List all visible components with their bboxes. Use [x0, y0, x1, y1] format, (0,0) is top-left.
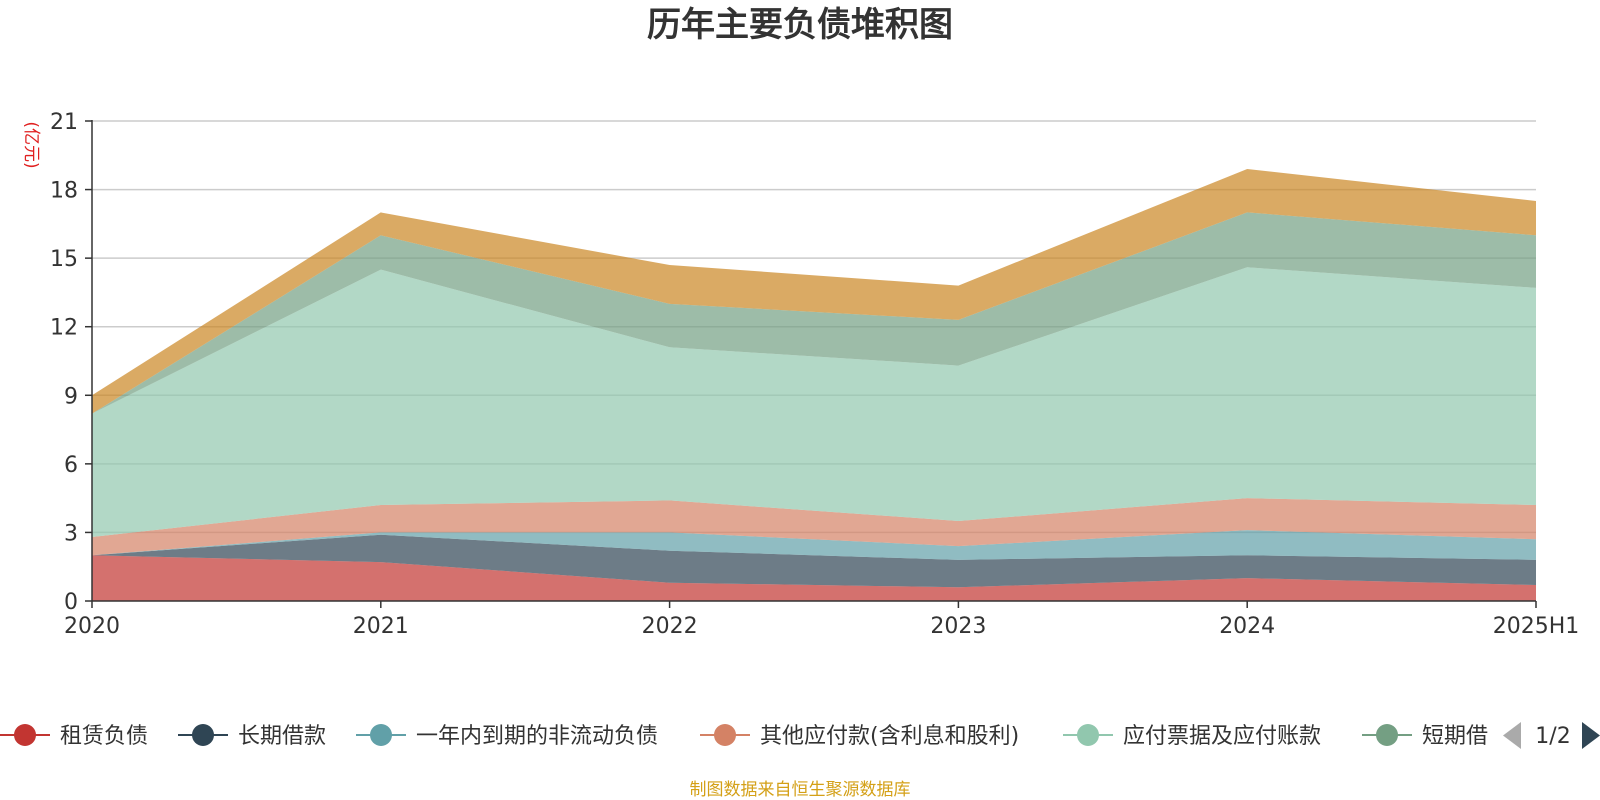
y-tick-label: 21	[50, 110, 78, 135]
y-tick-label: 18	[50, 179, 78, 204]
legend-next-page-icon[interactable]	[1582, 722, 1600, 749]
x-tick-label: 2023	[930, 614, 986, 639]
legend-item[interactable]: 其他应付款(含利息和股利)	[700, 724, 1019, 749]
x-tick-label: 2020	[64, 614, 120, 639]
legend-label: 短期借	[1422, 724, 1488, 749]
legend-label: 一年内到期的非流动负债	[416, 724, 658, 749]
x-tick-label: 2021	[353, 614, 409, 639]
y-tick-label: 3	[64, 521, 78, 546]
area-series-7	[92, 169, 1536, 414]
y-unit-label: (亿元)	[21, 121, 41, 168]
x-tick-label: 2025H1	[1493, 614, 1580, 639]
y-tick-label: 9	[64, 384, 78, 409]
area-series-6	[92, 212, 1536, 414]
area-series-3	[92, 530, 1536, 560]
legend-item[interactable]: 一年内到期的非流动负债	[356, 724, 658, 749]
chart-title: 历年主要负债堆积图	[647, 5, 953, 45]
legend-marker-icon	[714, 724, 736, 746]
legend-label: 其他应付款(含利息和股利)	[760, 724, 1019, 749]
source-note: 制图数据来自恒生聚源数据库	[690, 780, 911, 800]
legend-item[interactable]: 短期借	[1362, 724, 1488, 749]
legend-item[interactable]: 租赁负债	[0, 724, 148, 749]
axes: 0 3 6 9 12 15 18 21 2020 2021 2022 2023 2024 2025H1	[50, 110, 1579, 639]
y-tick-label: 15	[50, 247, 78, 272]
legend-page-indicator: 1/2	[1535, 724, 1570, 749]
legend-prev-page-icon[interactable]	[1503, 722, 1521, 749]
legend-marker-icon	[1077, 724, 1099, 746]
legend-item[interactable]: 应付票据及应付账款	[1063, 724, 1321, 749]
y-tick-label: 12	[50, 316, 78, 341]
legend: 租赁负债 长期借款 一年内到期的非流动负债 其他应付款(含利息和股利) 应付票据及应付账…	[0, 722, 1600, 749]
legend-marker-icon	[1376, 724, 1398, 746]
legend-label: 应付票据及应付账款	[1123, 724, 1321, 749]
x-tick-label: 2024	[1219, 614, 1275, 639]
y-tick-label: 0	[64, 590, 78, 615]
area-series-1	[92, 555, 1536, 601]
legend-marker-icon	[192, 724, 214, 746]
legend-item[interactable]: 长期借款	[178, 724, 326, 749]
legend-marker-icon	[370, 724, 392, 746]
legend-marker-icon	[14, 724, 36, 746]
legend-label: 租赁负债	[60, 724, 148, 749]
legend-label: 长期借款	[238, 724, 326, 749]
area-series-4	[92, 498, 1536, 556]
area-series-2	[92, 534, 1536, 588]
x-tick-label: 2022	[642, 614, 698, 639]
area-series-group	[92, 169, 1536, 601]
y-tick-label: 6	[64, 453, 78, 478]
area-series-5	[92, 267, 1536, 537]
